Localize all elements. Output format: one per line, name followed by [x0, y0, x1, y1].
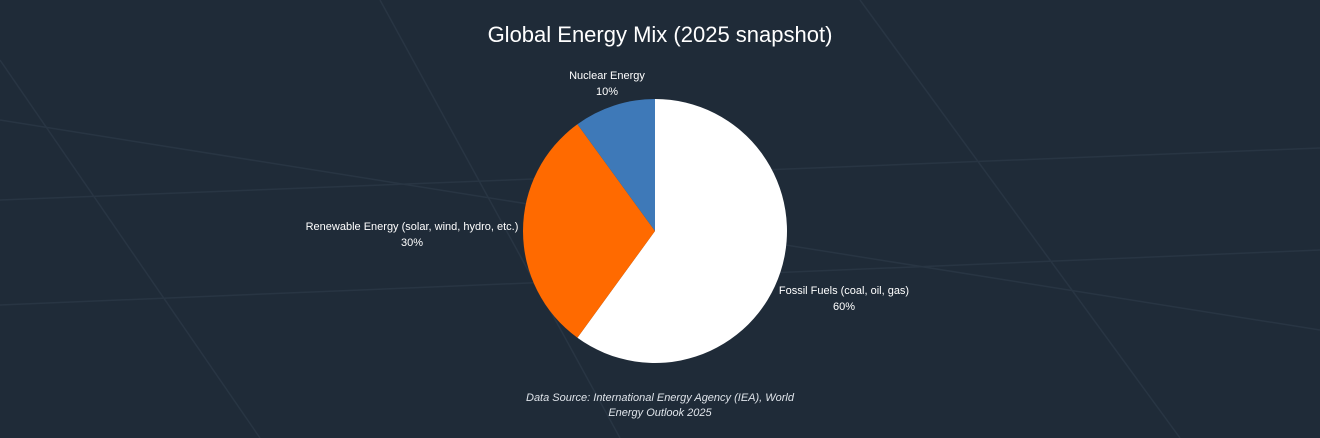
label-fossil-fuels: Fossil Fuels (coal, oil, gas) 60% [768, 283, 920, 315]
chart-title: Global Energy Mix (2025 snapshot) [487, 22, 833, 47]
pie-slice-renewable-energy-solar-wind-hydro-etc [523, 124, 655, 338]
label-nuclear-energy-name: Nuclear Energy [569, 70, 645, 82]
pie-slice-nuclear-energy [577, 99, 655, 231]
label-nuclear-energy: Nuclear Energy 10% [540, 68, 674, 100]
label-renewable-energy-name: Renewable Energy (solar, wind, hydro, et… [305, 221, 519, 233]
label-renewable-energy: Renewable Energy (solar, wind, hydro, et… [282, 219, 542, 251]
label-nuclear-energy-percent: 10% [595, 86, 619, 98]
label-fossil-fuels-name: Fossil Fuels (coal, oil, gas) [778, 285, 910, 297]
data-source-note: Data Source: International Energy Agency… [526, 392, 794, 419]
label-fossil-fuels-percent: 60% [832, 301, 856, 313]
pie-slice-fossil-fuels-coal-oil-gas [577, 99, 787, 363]
label-renewable-energy-percent: 30% [400, 237, 424, 249]
